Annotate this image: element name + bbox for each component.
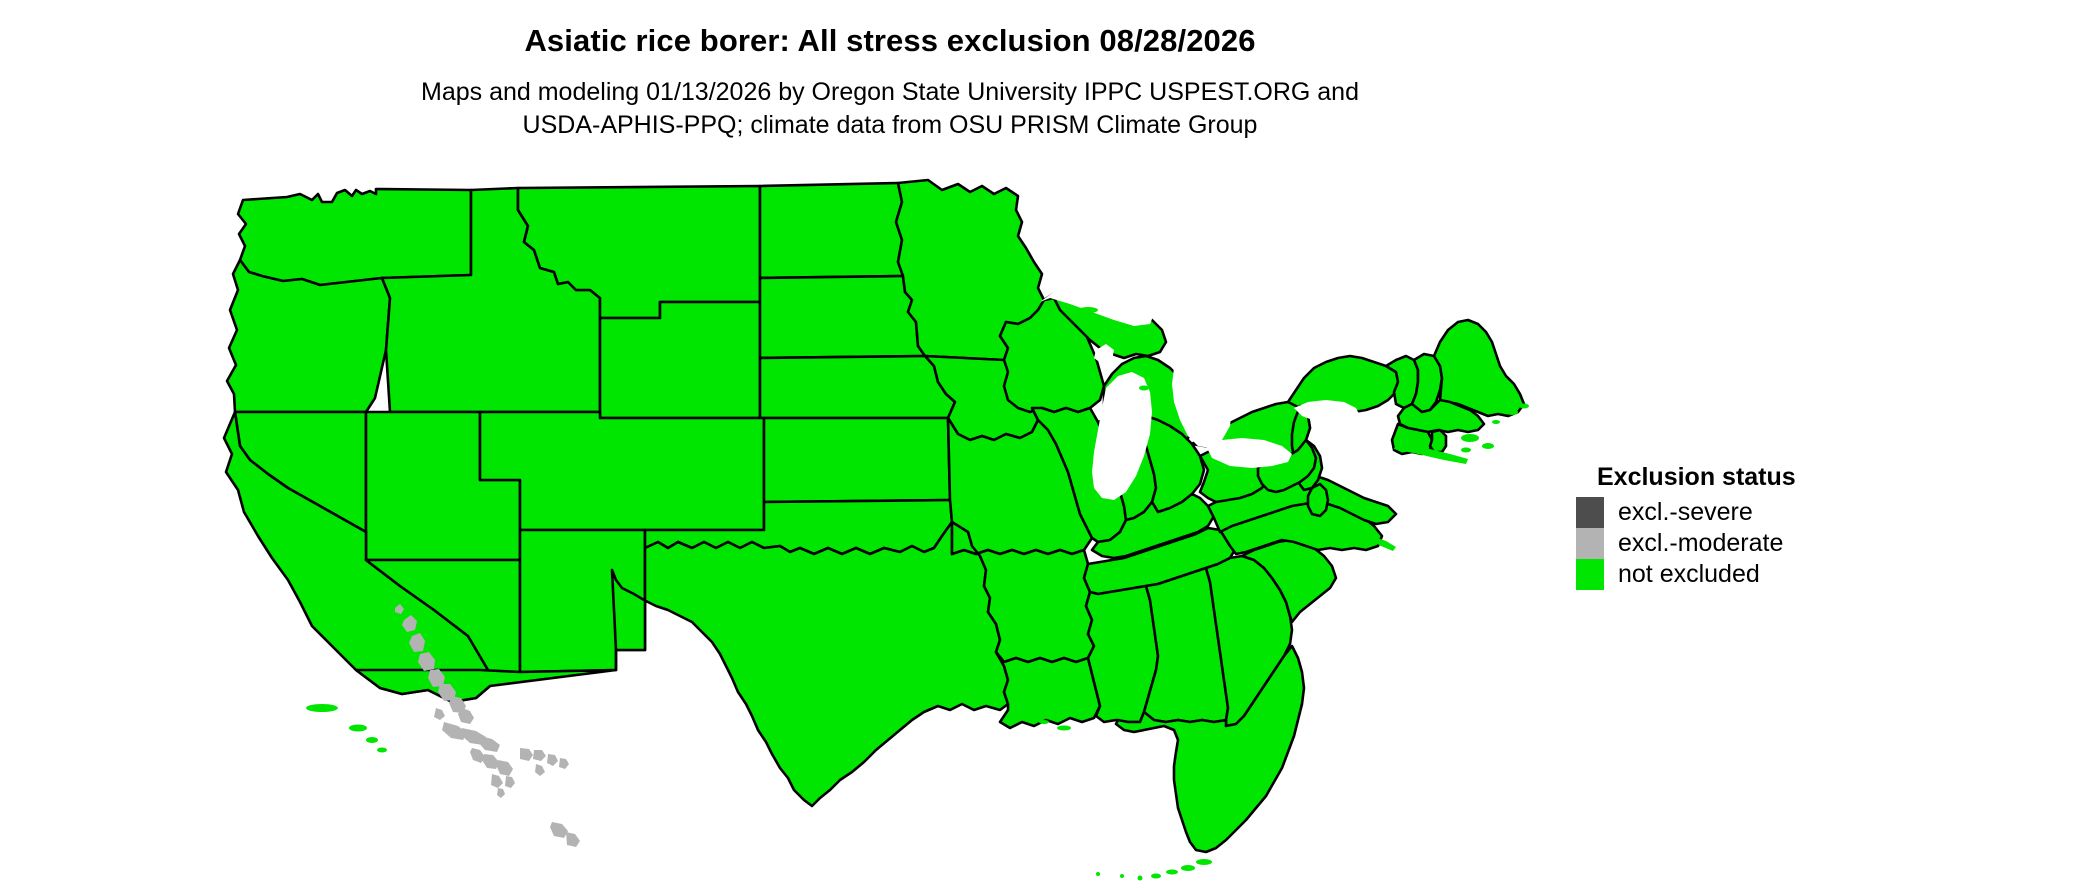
state-washington[interactable] <box>236 187 473 287</box>
state-maryland[interactable] <box>1256 438 1318 494</box>
legend-swatch-excl-moderate <box>1576 528 1604 559</box>
state-florida[interactable] <box>1114 644 1306 854</box>
legend-swatch-excl-severe <box>1576 497 1604 528</box>
page-title: Asiatic rice borer: All stress exclusion… <box>524 23 1256 58</box>
state-kansas[interactable] <box>762 416 952 504</box>
legend-label-excl-severe: excl.-severe <box>1618 498 1753 526</box>
state-delaware[interactable] <box>1306 482 1330 518</box>
us-map-svg[interactable] <box>0 150 1600 892</box>
legend-item-excl-severe[interactable]: excl.-severe <box>1576 497 1906 528</box>
state-south-dakota[interactable] <box>758 274 927 360</box>
state-colorado[interactable] <box>478 410 766 532</box>
title-block: Asiatic rice borer: All stress exclusion… <box>0 22 1780 60</box>
state-wyoming[interactable] <box>598 300 762 420</box>
legend-item-excl-moderate[interactable]: excl.-moderate <box>1576 528 1906 559</box>
legend-rows: excl.-severe excl.-moderate not excluded <box>1576 497 1906 590</box>
legend-swatch-not-excluded <box>1576 559 1604 590</box>
states-layer[interactable] <box>222 178 1529 881</box>
subtitle-line-2: USDA-APHIS-PPQ; climate data from OSU PR… <box>522 111 1258 139</box>
state-nebraska[interactable] <box>758 354 957 420</box>
state-louisiana[interactable] <box>994 650 1102 730</box>
subtitle-line-1: Maps and modeling 01/13/2026 by Oregon S… <box>421 78 1359 106</box>
legend: Exclusion status excl.-severe excl.-mode… <box>1576 462 1906 590</box>
state-texas[interactable] <box>354 520 1010 808</box>
legend-item-not-excluded[interactable]: not excluded <box>1576 559 1906 590</box>
state-rhode-island[interactable] <box>1428 428 1448 454</box>
legend-label-not-excluded: not excluded <box>1618 560 1760 588</box>
excl-moderate-patches <box>395 604 580 847</box>
coastal-islands <box>255 200 1529 881</box>
legend-title: Exclusion status <box>1597 463 1796 491</box>
subtitle-block: Maps and modeling 01/13/2026 by Oregon S… <box>0 76 1780 142</box>
legend-label-excl-moderate: excl.-moderate <box>1618 529 1784 557</box>
us-map[interactable] <box>0 150 1600 892</box>
state-oregon[interactable] <box>225 258 392 414</box>
state-north-dakota[interactable] <box>758 181 905 280</box>
great-lakes <box>1040 284 1360 500</box>
